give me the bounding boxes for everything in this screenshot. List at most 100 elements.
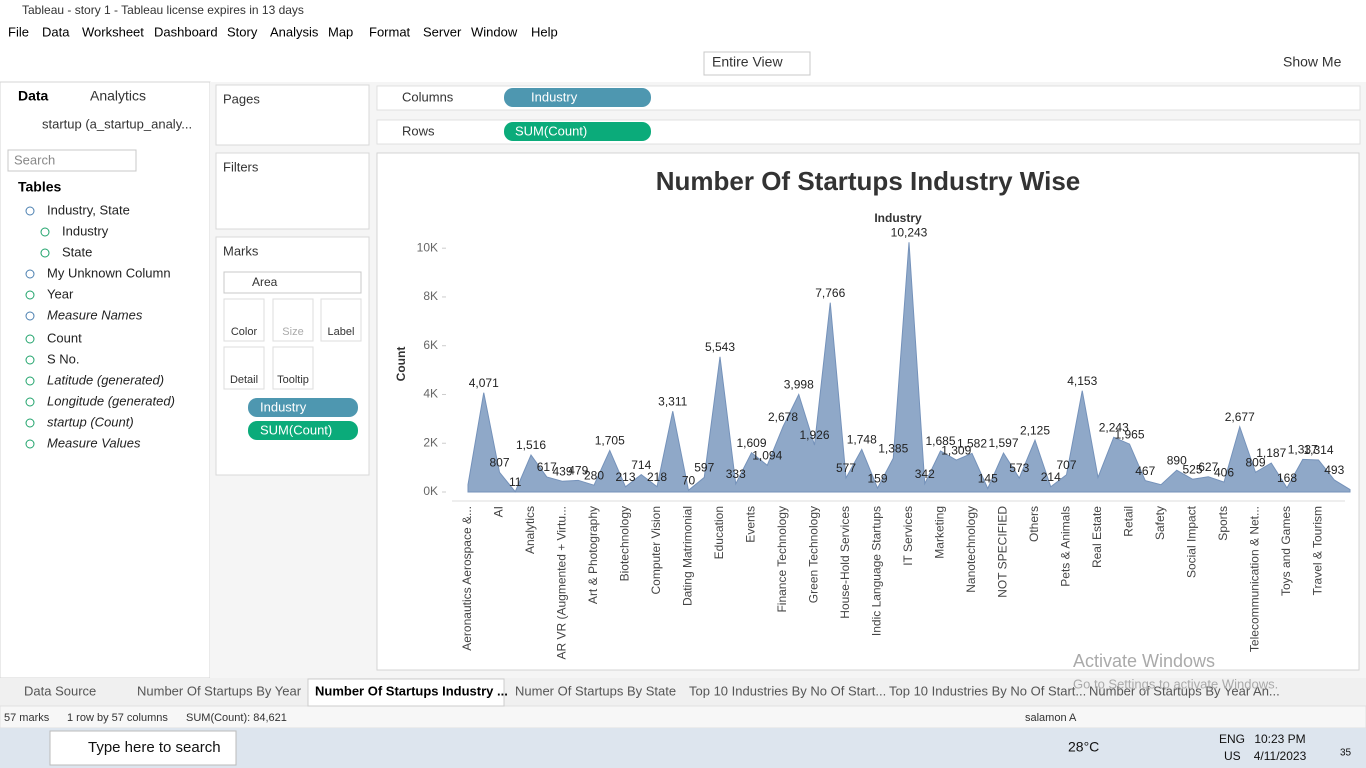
menu-item[interactable]: Format (369, 24, 411, 39)
sheet-tab[interactable]: Top 10 Industries By No Of Start... (889, 683, 1086, 698)
window-title: Tableau - story 1 - Tableau license expi… (22, 3, 304, 17)
user-name[interactable]: salamon A (1025, 712, 1077, 724)
field[interactable]: startup (Count) (47, 414, 134, 429)
data-label: 214 (1041, 470, 1061, 484)
menu-item[interactable]: Data (42, 24, 70, 39)
mark-type-dropdown[interactable] (223, 271, 362, 294)
x-tick-label: Pets & Animals (1059, 506, 1073, 587)
menu-item[interactable]: File (8, 24, 29, 39)
mark-button[interactable] (272, 298, 314, 342)
data-label: 2,677 (1225, 410, 1255, 424)
mark-type[interactable]: Area (252, 275, 278, 289)
field[interactable]: Year (47, 286, 74, 301)
menu-item[interactable]: Story (227, 24, 258, 39)
mark-button[interactable] (223, 298, 265, 342)
clock-date: 4/11/2023 (1254, 749, 1307, 763)
sheet-tab[interactable]: Top 10 Industries By No Of Start... (689, 683, 886, 698)
taskbar-search-box[interactable] (49, 730, 237, 766)
mark-button[interactable] (320, 298, 362, 342)
marks-pill[interactable] (248, 421, 358, 440)
menu-item[interactable]: Help (531, 24, 558, 39)
data-label: 2,243 (1099, 420, 1129, 434)
field-icon (25, 376, 35, 386)
field[interactable]: Latitude (generated) (47, 372, 164, 387)
pages-card (215, 84, 370, 146)
sheet-tab[interactable]: Number Of Startups Industry ... (315, 683, 508, 698)
view-selector[interactable]: Entire View (712, 54, 783, 70)
mark-button-label: Size (282, 326, 303, 338)
field-icon (40, 248, 50, 258)
y-tick-label: 6K (423, 338, 438, 352)
search-box[interactable] (7, 149, 137, 172)
mark-button[interactable] (272, 346, 314, 390)
field[interactable]: S No. (47, 351, 80, 366)
x-tick-label: Telecommunication & Net... (1248, 506, 1262, 652)
menu-item[interactable]: Dashboard (154, 24, 218, 39)
sheet-tab[interactable]: Number of Startups By Year An... (1089, 683, 1280, 698)
data-tab[interactable]: Data (18, 88, 49, 104)
data-label: 714 (631, 458, 651, 472)
field[interactable]: Longitude (generated) (47, 393, 175, 408)
columns-pill[interactable] (504, 88, 651, 107)
notification-badge[interactable]: 35 (1340, 748, 1352, 759)
menu-item[interactable]: Server (423, 24, 462, 39)
data-label: 3,998 (784, 378, 814, 392)
data-label: 213 (615, 470, 635, 484)
menu-item[interactable]: Window (471, 24, 518, 39)
x-tick-label: NOT SPECIFIED (996, 506, 1010, 598)
search-placeholder[interactable]: Search (14, 152, 55, 167)
y-axis-title: Count (394, 347, 408, 382)
data-label: 2,678 (768, 410, 798, 424)
menu-item[interactable]: Analysis (270, 24, 319, 39)
x-tick-label: Analytics (523, 506, 537, 554)
field[interactable]: State (62, 244, 92, 259)
filters-card (215, 152, 370, 230)
sheet-tab[interactable]: Data Source (24, 683, 96, 698)
data-label: 807 (489, 455, 509, 469)
data-label: 280 (584, 468, 604, 482)
data-label: 1,705 (595, 434, 625, 448)
x-tick-label: Real Estate (1090, 506, 1104, 568)
data-label: 890 (1167, 453, 1187, 467)
field[interactable]: Industry, State (47, 202, 130, 217)
rows-pill[interactable] (504, 122, 651, 141)
x-tick-label: Green Technology (807, 506, 821, 603)
sheet-tab[interactable]: Numer Of Startups By State (515, 683, 676, 698)
field[interactable]: Industry (62, 223, 109, 238)
data-label: 218 (647, 470, 667, 484)
data-label: 1,314 (1303, 443, 1333, 457)
sheet-tabs (0, 678, 1366, 706)
x-tick-label: Dating Matrimonial (681, 506, 695, 606)
mark-button-label: Tooltip (277, 374, 309, 386)
sheet-tab[interactable]: Number Of Startups By Year (137, 683, 302, 698)
marks-pill[interactable] (248, 398, 358, 417)
field[interactable]: Measure Names (47, 307, 143, 322)
y-tick-label: 0K (423, 484, 438, 498)
status-sum: SUM(Count): 84,621 (186, 712, 287, 724)
x-tick-label: Retail (1122, 506, 1136, 537)
field[interactable]: Count (47, 330, 82, 345)
show-me[interactable]: Show Me (1283, 54, 1342, 70)
x-tick-label: Safety (1153, 506, 1167, 540)
data-label: 11 (509, 475, 522, 489)
data-label: 597 (694, 461, 714, 475)
x-tick-label: Art & Photography (586, 506, 600, 604)
data-label: 1,609 (736, 436, 766, 450)
menu-item[interactable]: Worksheet (82, 24, 144, 39)
taskbar-search[interactable]: Type here to search (88, 739, 221, 756)
pages-label: Pages (223, 91, 260, 106)
y-tick-label: 8K (423, 289, 438, 303)
marks-pill-label: Industry (260, 399, 307, 414)
data-label: 5,543 (705, 340, 735, 354)
x-tick-label: Computer Vision (649, 506, 663, 595)
tables-heading: Tables (18, 179, 62, 195)
mark-button[interactable] (223, 346, 265, 390)
view-dropdown[interactable] (703, 51, 811, 76)
filters-label: Filters (223, 159, 259, 174)
analytics-tab[interactable]: Analytics (90, 88, 146, 104)
data-label: 4,071 (469, 376, 499, 390)
menu-item[interactable]: Map (328, 24, 353, 39)
field[interactable]: Measure Values (47, 435, 141, 450)
x-tick-label: Finance Technology (775, 506, 789, 613)
field[interactable]: My Unknown Column (47, 265, 171, 280)
